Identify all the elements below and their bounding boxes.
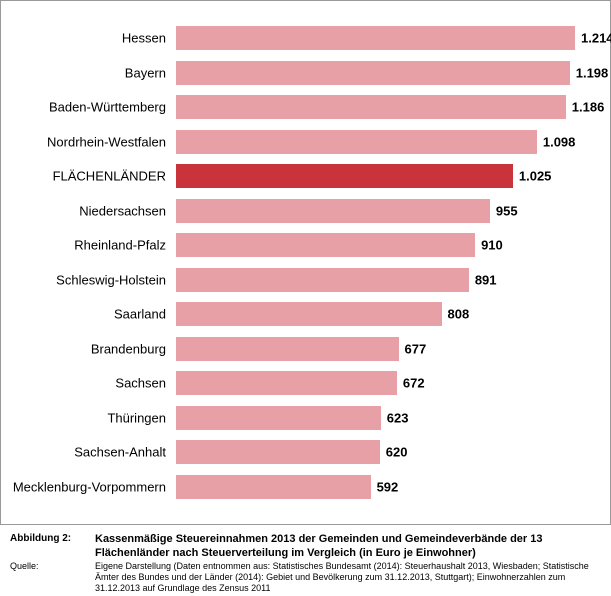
bar-row: Sachsen-Anhalt620 [176,440,575,464]
bar-row: Mecklenburg-Vorpommern592 [176,475,575,499]
bar-category-label: Baden-Württemberg [49,100,166,115]
figure-title: Kassenmäßige Steuereinnahmen 2013 der Ge… [95,533,601,561]
bar-value-label: 891 [475,272,497,287]
bar-category-label: Schleswig-Holstein [56,272,166,287]
bar-value-label: 620 [386,445,408,460]
bar-value-label: 672 [403,376,425,391]
bar-value-label: 808 [448,307,470,322]
bar-row: Sachsen672 [176,371,575,395]
bar-value-label: 677 [405,341,427,356]
bar-category-label: Hessen [122,31,166,46]
bar-row: Schleswig-Holstein891 [176,268,575,292]
bar-category-label: Rheinland-Pfalz [74,238,166,253]
bar-row: Hessen1.214 [176,26,575,50]
bar-category-label: Sachsen-Anhalt [74,445,166,460]
source-text: Eigene Darstellung (Daten entnommen aus:… [95,561,601,595]
bar-row: Thüringen623 [176,406,575,430]
bar-category-label: Sachsen [115,376,166,391]
bar-category-label: Thüringen [107,410,166,425]
bar-category-label: Nordrhein-Westfalen [47,134,166,149]
bar-row: Niedersachsen955 [176,199,575,223]
bar-value-label: 955 [496,203,518,218]
caption-block: Abbildung 2: Kassenmäßige Steuereinnahme… [0,525,611,594]
caption-title-row: Abbildung 2: Kassenmäßige Steuereinnahme… [10,533,601,561]
bar-category-label: Niedersachsen [79,203,166,218]
bar: Sachsen672 [176,371,397,395]
bar-row: Baden-Württemberg1.186 [176,95,575,119]
bar-row: Nordrhein-Westfalen1.098 [176,130,575,154]
bar-category-label: Bayern [125,65,166,80]
bar: Brandenburg677 [176,337,399,361]
figure-label: Abbildung 2: [10,533,95,546]
bar-value-label: 910 [481,238,503,253]
bar: Baden-Württemberg1.186 [176,95,566,119]
bar-row: Saarland808 [176,302,575,326]
bar-category-label: Brandenburg [91,341,166,356]
bar-value-label: 1.098 [543,134,576,149]
bar-value-label: 1.198 [576,65,609,80]
bar: Thüringen623 [176,406,381,430]
bar: Schleswig-Holstein891 [176,268,469,292]
chart-container: Hessen1.214Bayern1.198Baden-Württemberg1… [0,0,611,525]
plot-area: Hessen1.214 Bayern1.198 Baden-Württemberg1… [176,21,575,504]
bar: Nordrhein-Westfalen1.098 [176,130,537,154]
bar-category-label: Mecklenburg-Vorpommern [13,479,166,494]
bar-row: Bayern1.198 [176,61,575,85]
bar-row: Brandenburg677 [176,337,575,361]
bar-value-label: 1.186 [572,100,605,115]
caption-source-row: Quelle: Eigene Darstellung (Daten entnom… [10,561,601,595]
bar: Bayern1.198 [176,61,570,85]
bar-category-label: FLÄCHENLÄNDER [53,169,166,184]
bar: Saarland808 [176,302,442,326]
bar-value-label: 1.025 [519,169,552,184]
bar-row: FLÄCHENLÄNDER1.025 [176,164,575,188]
bar: Hessen1.214 [176,26,575,50]
bar-value-label: 592 [377,479,399,494]
bar-value-label: 623 [387,410,409,425]
bar: Mecklenburg-Vorpommern592 [176,475,371,499]
bar: Niedersachsen955 [176,199,490,223]
bar: FLÄCHENLÄNDER1.025 [176,164,513,188]
bar: Sachsen-Anhalt620 [176,440,380,464]
bar-row: Rheinland-Pfalz910 [176,233,575,257]
bars-group: Hessen1.214 Bayern1.198 Baden-Württemberg1… [176,21,575,504]
bar: Rheinland-Pfalz910 [176,233,475,257]
bar-value-label: 1.214 [581,31,611,46]
source-label: Quelle: [10,561,95,572]
bar-category-label: Saarland [114,307,166,322]
